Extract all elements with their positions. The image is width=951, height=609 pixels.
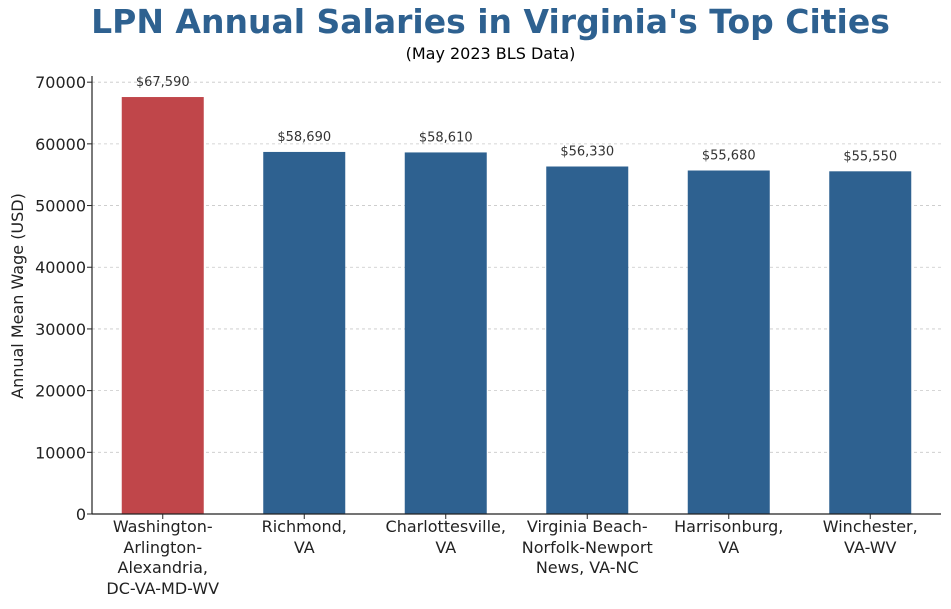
x-tick-label-line: VA [293, 537, 315, 557]
x-tick-label-line: Harrisonburg, [674, 517, 784, 536]
bars-layer [121, 97, 912, 515]
chart-title: LPN Annual Salaries in Virginia's Top Ci… [91, 2, 890, 41]
y-tick-label: 70000 [35, 73, 86, 92]
x-tick-label-line: VA [435, 537, 457, 557]
y-tick-label: 60000 [35, 135, 86, 154]
bar-value-label: $55,680 [702, 149, 756, 164]
x-tick-label-line: Washington- [112, 517, 213, 536]
y-tick-label: 10000 [35, 443, 86, 462]
x-tick-label-line: Arlington- [123, 537, 203, 557]
x-tick-label-line: VA [718, 537, 740, 557]
x-tick-label-line: Winchester, [822, 517, 918, 536]
y-tick-label: 30000 [35, 320, 86, 339]
bar [687, 170, 770, 515]
x-tick-label-line: Virginia Beach- [526, 517, 648, 536]
bar [404, 152, 487, 514]
y-tick-label: 0 [76, 505, 86, 524]
x-tick-label-line: Alexandria, [117, 558, 208, 577]
bar [829, 171, 912, 514]
x-tick-label-line: VA-WV [844, 537, 897, 557]
x-tick-label-line: Richmond, [261, 517, 347, 536]
y-tick-label: 20000 [35, 382, 86, 401]
y-tick-label: 50000 [35, 197, 86, 216]
bar-value-label: $58,690 [277, 130, 331, 145]
x-tick-label-line: DC-VA-MD-WV [106, 578, 220, 598]
grid-layer [92, 81, 941, 453]
x-tick-label: Harrisonburg, VA [659, 517, 799, 558]
bar-value-label: $55,550 [843, 149, 897, 164]
x-tick-label-line: News, VA-NC [535, 558, 639, 577]
x-tick-label: Richmond, VA [234, 517, 374, 558]
x-tick-label: Winchester, VA-WV [800, 517, 940, 558]
x-tick-label: Charlottesville, VA [376, 517, 516, 558]
x-tick-label-line: Norfolk-Newport [521, 537, 653, 557]
x-tick-label-line: Charlottesville, [385, 517, 506, 536]
value-labels-layer: $67,590 $58,690 $58,610 $56,330 $55,680 $55,5… [136, 75, 897, 164]
chart-subtitle: (May 2023 BLS Data) [405, 44, 576, 63]
bar [546, 166, 629, 514]
x-tick-label: Washington- Arlington- Alexandria, DC-VA-MD… [93, 517, 233, 599]
bar [263, 151, 346, 515]
y-tick-label: 40000 [35, 258, 86, 277]
bar-value-label: $67,590 [136, 75, 190, 90]
bar-value-label: $56,330 [560, 144, 614, 159]
bar [121, 97, 204, 514]
x-tick-label: Virginia Beach- Norfolk-Newport News, VA-N… [517, 517, 657, 579]
axes-layer: 0 10000 20000 30000 40000 50000 60000 70000 [35, 73, 941, 524]
bar-value-label: $58,610 [419, 130, 473, 145]
y-axis-label: Annual Mean Wage (USD) [8, 193, 27, 399]
